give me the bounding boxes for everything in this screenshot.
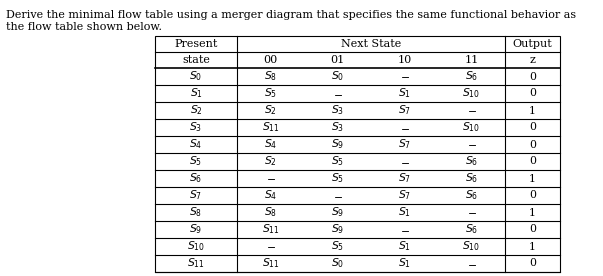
Text: $S_1$: $S_1$	[398, 257, 411, 270]
Bar	[155, 36, 560, 272]
Text: $S_9$: $S_9$	[331, 138, 344, 152]
Text: 0: 0	[529, 89, 536, 99]
Text: 0: 0	[529, 224, 536, 235]
Text: $S_4$: $S_4$	[264, 138, 277, 152]
Text: $S_5$: $S_5$	[264, 87, 277, 100]
Text: $S_9$: $S_9$	[331, 206, 344, 219]
Text: $S_{11}$: $S_{11}$	[187, 257, 205, 270]
Text: $-$: $-$	[400, 156, 409, 166]
Text: $S_6$: $S_6$	[465, 223, 478, 237]
Text: $S_3$: $S_3$	[189, 121, 203, 134]
Text: $-$: $-$	[467, 139, 476, 150]
Text: Present: Present	[174, 39, 218, 49]
Text: $-$: $-$	[400, 71, 409, 81]
Text: 1: 1	[529, 105, 536, 115]
Text: $S_8$: $S_8$	[189, 206, 203, 219]
Text: $S_2$: $S_2$	[264, 104, 277, 117]
Text: Next State: Next State	[341, 39, 401, 49]
Text: $S_6$: $S_6$	[465, 172, 478, 185]
Text: 00: 00	[264, 55, 277, 65]
Text: $S_0$: $S_0$	[189, 70, 203, 83]
Text: $S_7$: $S_7$	[398, 172, 411, 185]
Text: $S_6$: $S_6$	[465, 155, 478, 168]
Text: state: state	[182, 55, 210, 65]
Text: $S_6$: $S_6$	[465, 70, 478, 83]
Text: $S_1$: $S_1$	[398, 87, 411, 100]
Text: $S_5$: $S_5$	[331, 155, 344, 168]
Text: $S_6$: $S_6$	[465, 189, 478, 202]
Text: Derive the minimal flow table using a merger diagram that specifies the same fun: Derive the minimal flow table using a me…	[6, 10, 576, 20]
Text: 0: 0	[529, 123, 536, 132]
Text: $S_7$: $S_7$	[398, 138, 411, 152]
Text: 1: 1	[529, 242, 536, 251]
Text: $S_7$: $S_7$	[189, 189, 203, 202]
Text: $S_8$: $S_8$	[264, 206, 277, 219]
Text: $S_5$: $S_5$	[331, 172, 344, 185]
Text: 0: 0	[529, 190, 536, 200]
Text: $S_9$: $S_9$	[189, 223, 203, 237]
Text: $-$: $-$	[467, 208, 476, 217]
Text: $S_0$: $S_0$	[331, 70, 344, 83]
Text: $S_{10}$: $S_{10}$	[187, 240, 205, 253]
Text: 01: 01	[330, 55, 345, 65]
Text: 1: 1	[529, 208, 536, 217]
Text: 1: 1	[529, 174, 536, 184]
Text: $S_{10}$: $S_{10}$	[463, 240, 481, 253]
Text: $-$: $-$	[332, 89, 343, 99]
Text: 0: 0	[529, 71, 536, 81]
Text: 0: 0	[529, 259, 536, 269]
Text: $S_0$: $S_0$	[331, 257, 344, 270]
Text: $S_6$: $S_6$	[189, 172, 203, 185]
Text: $-$: $-$	[400, 123, 409, 132]
Text: $S_4$: $S_4$	[189, 138, 203, 152]
Text: $S_{11}$: $S_{11}$	[262, 121, 279, 134]
Text: $S_4$: $S_4$	[264, 189, 277, 202]
Text: 0: 0	[529, 156, 536, 166]
Text: $S_3$: $S_3$	[331, 104, 344, 117]
Text: $S_{11}$: $S_{11}$	[262, 257, 279, 270]
Text: $-$: $-$	[467, 105, 476, 115]
Text: $S_5$: $S_5$	[331, 240, 344, 253]
Text: $S_1$: $S_1$	[189, 87, 203, 100]
Text: $S_9$: $S_9$	[331, 223, 344, 237]
Text: 11: 11	[464, 55, 479, 65]
Text: $S_{10}$: $S_{10}$	[463, 87, 481, 100]
Text: Output: Output	[513, 39, 552, 49]
Text: $-$: $-$	[265, 174, 276, 184]
Text: $S_1$: $S_1$	[398, 206, 411, 219]
Text: $S_7$: $S_7$	[398, 189, 411, 202]
Text: $S_8$: $S_8$	[264, 70, 277, 83]
Text: $S_{11}$: $S_{11}$	[262, 223, 279, 237]
Text: $S_1$: $S_1$	[398, 240, 411, 253]
Text: $S_7$: $S_7$	[398, 104, 411, 117]
Text: 10: 10	[397, 55, 412, 65]
Text: $S_3$: $S_3$	[331, 121, 344, 134]
Text: $S_{10}$: $S_{10}$	[463, 121, 481, 134]
Text: $-$: $-$	[467, 259, 476, 269]
Text: $-$: $-$	[400, 224, 409, 235]
Text: 0: 0	[529, 139, 536, 150]
Text: $S_2$: $S_2$	[189, 104, 203, 117]
Text: $S_5$: $S_5$	[189, 155, 203, 168]
Text: $-$: $-$	[332, 190, 343, 200]
Text: the flow table shown below.: the flow table shown below.	[6, 22, 162, 32]
Text: $-$: $-$	[265, 242, 276, 251]
Text: z: z	[529, 55, 535, 65]
Text: $S_2$: $S_2$	[264, 155, 277, 168]
